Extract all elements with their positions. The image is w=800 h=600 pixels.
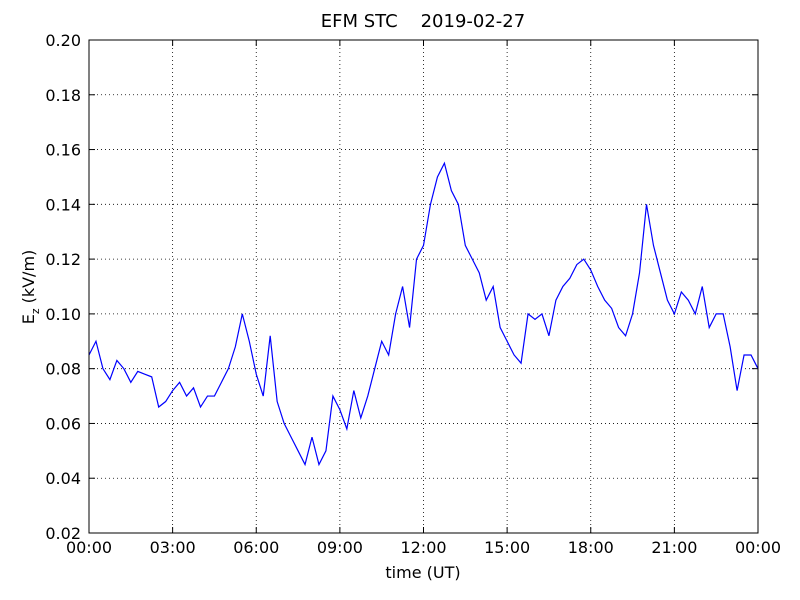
x-tick-label: 21:00 — [651, 538, 697, 557]
y-tick-label: 0.14 — [45, 195, 81, 214]
x-axis-label: time (UT) — [385, 563, 460, 582]
x-tick-label: 06:00 — [233, 538, 279, 557]
x-tick-label: 12:00 — [400, 538, 446, 557]
y-tick-label: 0.10 — [45, 305, 81, 324]
y-tick-label: 0.06 — [45, 414, 81, 433]
y-label-main: E — [19, 314, 38, 324]
plot-frame — [88, 39, 759, 534]
y-tick-label: 0.04 — [45, 469, 81, 488]
y-tick-label: 0.16 — [45, 141, 81, 160]
x-tick-label: 09:00 — [317, 538, 363, 557]
y-tick-label: 0.02 — [45, 524, 81, 543]
y-tick-label: 0.20 — [45, 31, 81, 50]
x-tick-label: 15:00 — [484, 538, 530, 557]
data-line — [88, 161, 759, 467]
y-label-sub: z — [29, 308, 42, 314]
x-tick-label: 18:00 — [568, 538, 614, 557]
y-tick-label: 0.08 — [45, 360, 81, 379]
x-tick-label: 00:00 — [66, 538, 112, 557]
chart-title: EFM STC 2019-02-27 — [321, 11, 525, 32]
y-tick-label: 0.18 — [45, 86, 81, 105]
y-tick-label: 0.12 — [45, 250, 81, 269]
x-tick-label: 03:00 — [150, 538, 196, 557]
y-label-unit: (kV/m) — [19, 250, 38, 304]
y-axis-label: Ez (kV/m) — [19, 250, 42, 325]
x-tick-label: 00:00 — [735, 538, 781, 557]
